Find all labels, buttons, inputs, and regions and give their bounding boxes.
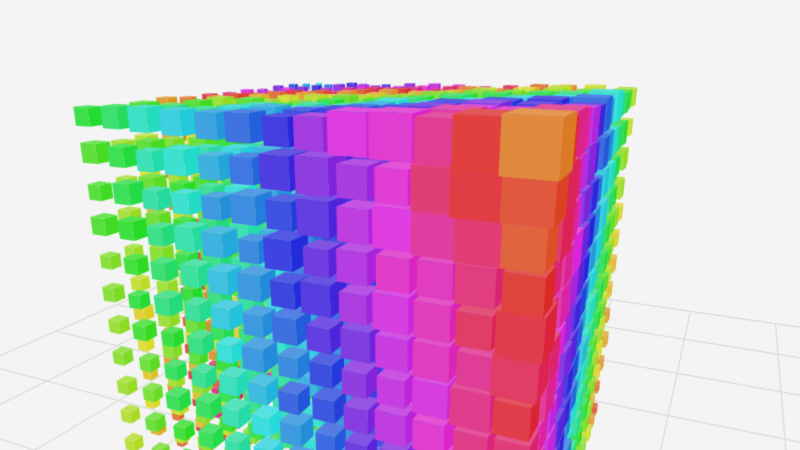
3d-scene-viewport — [0, 0, 800, 450]
voxel-canvas[interactable] — [0, 0, 800, 450]
